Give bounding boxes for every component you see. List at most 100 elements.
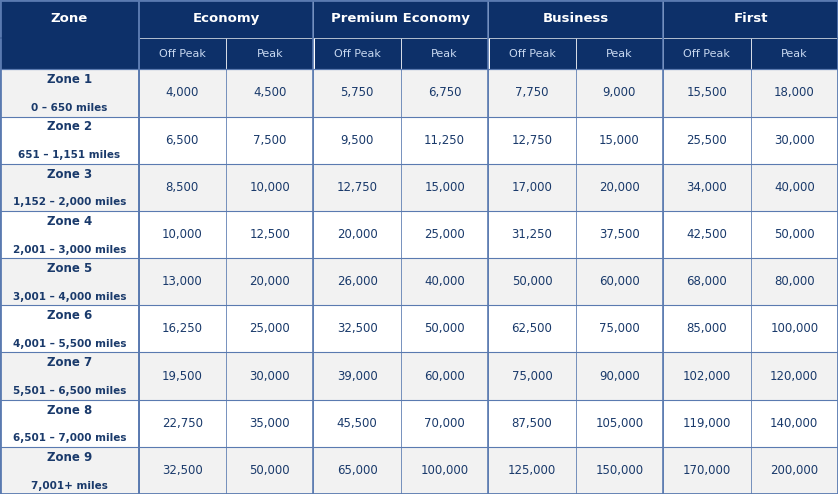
Text: Zone 8: Zone 8 [47,404,92,416]
Bar [0,164,138,211]
Text: Zone 7: Zone 7 [47,356,92,370]
Bar [313,0,489,38]
Bar [489,0,663,38]
Text: 37,500: 37,500 [599,228,639,241]
Bar [401,70,489,117]
Bar [138,353,226,400]
Text: 16,250: 16,250 [162,323,203,335]
Text: Peak: Peak [432,48,458,59]
Bar [138,38,140,70]
Text: Peak: Peak [781,48,808,59]
Text: 119,000: 119,000 [683,417,731,430]
Bar [576,400,663,447]
Bar [489,164,576,211]
Bar [138,305,226,353]
Bar [0,0,138,38]
Bar [663,164,751,211]
Text: 150,000: 150,000 [595,464,644,477]
Bar [0,258,138,305]
Bar [313,164,401,211]
Bar [138,0,139,38]
Bar [663,258,751,305]
Text: 4,001 – 5,500 miles: 4,001 – 5,500 miles [13,339,126,349]
Bar [751,117,838,164]
Text: 6,500: 6,500 [166,134,199,147]
Bar [489,400,576,447]
Bar [751,164,838,211]
Bar [313,400,401,447]
Text: 30,000: 30,000 [774,134,815,147]
Bar [663,38,665,70]
Text: 6,501 – 7,000 miles: 6,501 – 7,000 miles [13,433,126,443]
Bar [138,117,226,164]
Bar [313,258,401,305]
Text: Off Peak: Off Peak [509,48,556,59]
Text: 4,000: 4,000 [166,86,199,99]
Bar [0,305,138,353]
Bar [401,164,489,211]
Bar [489,70,576,117]
Bar [576,305,663,353]
Bar [0,211,138,258]
Bar [0,447,138,494]
Text: Zone: Zone [50,12,88,25]
Bar [226,400,313,447]
Bar [401,211,489,258]
Bar [401,258,489,305]
Text: 102,000: 102,000 [683,370,731,382]
Bar [576,211,663,258]
Bar [751,258,838,305]
Text: 45,500: 45,500 [337,417,378,430]
Text: 70,000: 70,000 [424,417,465,430]
Bar [663,211,751,258]
Bar [138,400,226,447]
Text: Off Peak: Off Peak [334,48,380,59]
Bar [401,400,489,447]
Text: 12,750: 12,750 [337,181,378,194]
Bar [226,70,313,117]
Text: Economy: Economy [193,12,260,25]
Bar [0,38,138,70]
Text: 105,000: 105,000 [595,417,644,430]
Text: 100,000: 100,000 [421,464,468,477]
Text: 17,000: 17,000 [511,181,552,194]
Bar [138,164,226,211]
Text: 25,000: 25,000 [250,323,290,335]
Text: 65,000: 65,000 [337,464,378,477]
Text: 7,500: 7,500 [253,134,287,147]
Text: 11,250: 11,250 [424,134,465,147]
Text: 75,000: 75,000 [599,323,639,335]
Bar [489,353,576,400]
Bar [489,447,576,494]
Bar [226,447,313,494]
Text: 50,000: 50,000 [250,464,290,477]
Bar [313,38,401,70]
Bar [0,70,138,117]
Text: 10,000: 10,000 [250,181,290,194]
Text: 9,500: 9,500 [340,134,374,147]
Bar [226,117,313,164]
Bar [313,353,401,400]
Bar [313,305,401,353]
Text: 26,000: 26,000 [337,275,378,288]
Bar [576,447,663,494]
Bar [751,447,838,494]
Text: Business: Business [542,12,609,25]
Text: 31,250: 31,250 [511,228,552,241]
Text: Off Peak: Off Peak [684,48,730,59]
Text: 25,500: 25,500 [686,134,727,147]
Bar [401,38,489,70]
Text: 12,500: 12,500 [249,228,290,241]
Text: 87,500: 87,500 [512,417,552,430]
Text: First: First [733,12,768,25]
Bar [663,38,751,70]
Bar [401,117,489,164]
Bar [401,447,489,494]
Text: 7,001+ miles: 7,001+ miles [31,481,108,491]
Text: 40,000: 40,000 [424,275,465,288]
Bar [313,211,401,258]
Bar [138,38,226,70]
Bar [576,164,663,211]
Bar [313,0,314,38]
Text: Peak: Peak [256,48,283,59]
